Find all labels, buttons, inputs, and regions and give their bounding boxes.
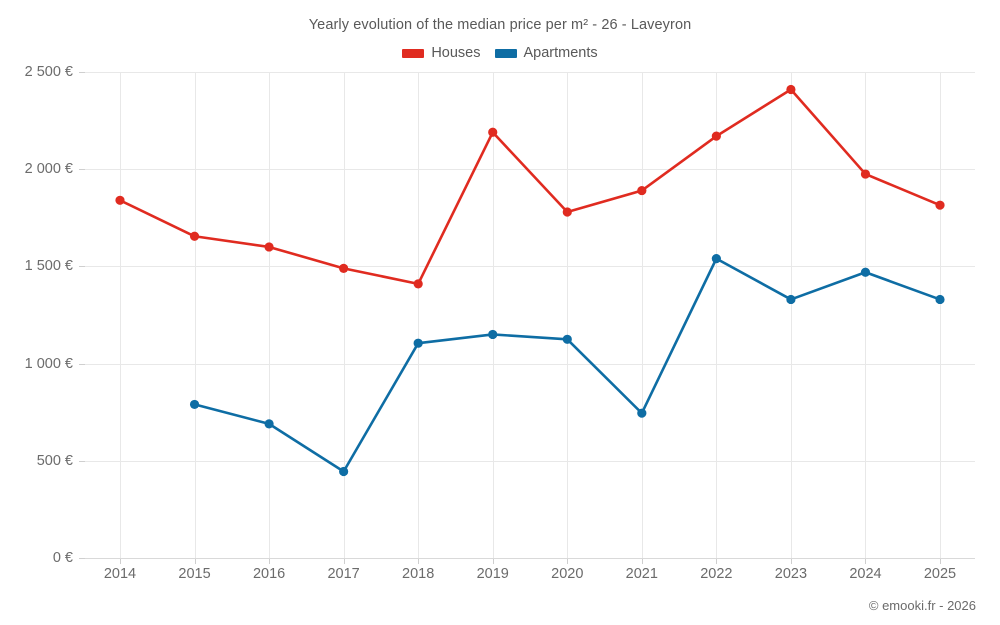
x-tick-mark <box>418 558 420 564</box>
x-tick-label: 2024 <box>849 566 882 582</box>
y-tick-mark <box>79 72 85 73</box>
y-tick-label: 0 € <box>52 550 73 566</box>
legend-label-apartments: Apartments <box>523 45 598 61</box>
x-tick-mark <box>194 558 196 564</box>
y-tick-label: 500 € <box>36 452 73 469</box>
gridline-vertical <box>120 72 121 558</box>
x-tick-mark <box>641 558 643 564</box>
x-tick-label: 2020 <box>551 566 584 582</box>
x-tick-mark <box>343 558 345 564</box>
legend-item-apartments[interactable]: Apartments <box>494 45 598 61</box>
x-tick-label: 2022 <box>700 566 733 582</box>
x-axis-line <box>85 558 975 559</box>
x-tick-label: 2019 <box>476 566 509 582</box>
x-tick-label: 2016 <box>252 566 286 582</box>
x-tick-label: 2014 <box>103 566 137 582</box>
x-tick-mark <box>567 558 569 564</box>
legend-swatch-apartments <box>494 48 517 58</box>
chart-legend: Houses Apartments <box>0 45 1000 61</box>
x-tick-label: 2023 <box>774 566 808 582</box>
y-tick-mark <box>79 266 85 268</box>
y-tick-label: 2 500 € <box>24 64 73 80</box>
y-tick-label: 2 000 € <box>24 161 73 178</box>
legend-label-houses: Houses <box>431 45 481 61</box>
y-tick-mark <box>79 363 85 365</box>
legend-swatch-houses <box>402 48 425 58</box>
gridline-horizontal <box>85 72 975 73</box>
x-tick-mark <box>790 558 792 564</box>
y-tick-label: 1 000 € <box>24 355 73 372</box>
x-tick-mark <box>865 558 867 564</box>
footer-credit: © emooki.fr - 2026 <box>868 598 976 613</box>
x-tick-label: 2018 <box>402 566 435 582</box>
x-tick-label: 2021 <box>625 566 658 582</box>
chart-title: Yearly evolution of the median price per… <box>308 17 692 33</box>
y-tick-mark <box>79 460 85 462</box>
x-tick-label: 2017 <box>327 566 360 582</box>
x-tick-mark <box>120 558 121 564</box>
y-tick-mark <box>79 169 85 171</box>
y-tick-mark <box>79 558 85 559</box>
x-tick-mark <box>269 558 271 564</box>
x-tick-label: 2025 <box>923 566 957 582</box>
x-tick-label: 2015 <box>178 566 211 582</box>
x-tick-mark <box>940 558 941 564</box>
legend-item-houses[interactable]: Houses <box>402 45 481 61</box>
y-tick-label: 1 500 € <box>24 258 73 275</box>
x-tick-mark <box>716 558 718 564</box>
x-tick-mark <box>492 558 494 564</box>
